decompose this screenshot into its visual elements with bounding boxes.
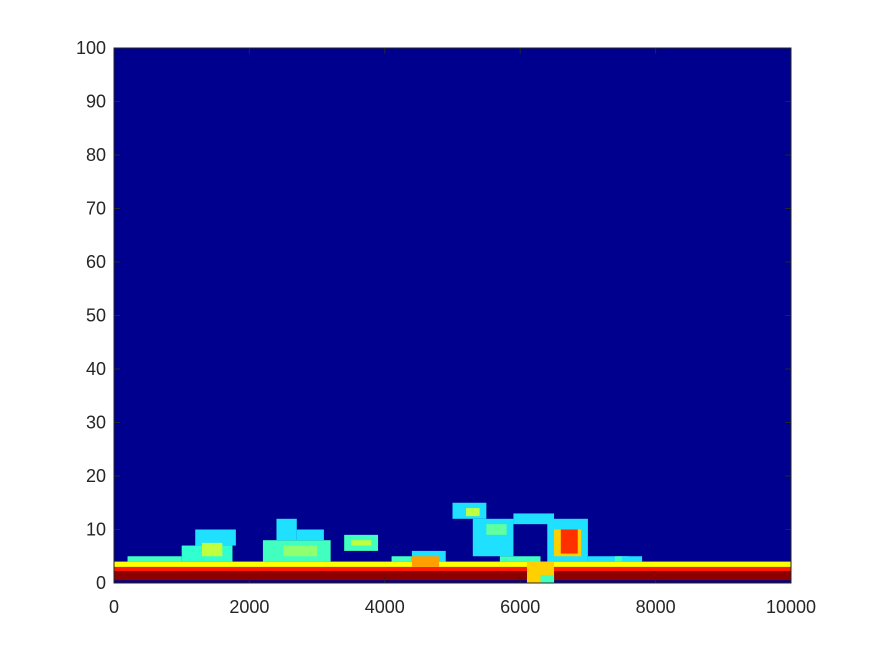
- y-tick-label: 90: [86, 92, 106, 112]
- y-axis: 0 10 20 30 40 50 60 70 80 90 100: [76, 38, 791, 593]
- heatmap-region: [411, 556, 439, 567]
- heatmap-region: [296, 529, 324, 541]
- heatmap-region: [202, 542, 223, 557]
- heatmap-region: [127, 556, 182, 562]
- y-tick-label: 10: [86, 520, 106, 540]
- x-tick-label: 4000: [365, 597, 405, 617]
- heatmap-region: [466, 508, 480, 517]
- heatmap-region: [587, 556, 622, 562]
- x-tick-label: 0: [109, 597, 119, 617]
- y-tick-label: 20: [86, 466, 106, 486]
- heatmap-region: [195, 529, 236, 546]
- x-tick-label: 10000: [766, 597, 816, 617]
- heatmap-region: [114, 580, 791, 583]
- y-tick-label: 100: [76, 38, 106, 58]
- y-tick-label: 80: [86, 145, 106, 165]
- heatmap-region: [350, 540, 372, 546]
- heatmap-region: [486, 524, 507, 535]
- y-tick-label: 40: [86, 359, 106, 379]
- x-axis: 0 2000 4000 6000 8000 10000: [109, 48, 816, 617]
- heatmap-region: [114, 566, 791, 572]
- x-tick-label: 2000: [229, 597, 269, 617]
- y-tick-label: 30: [86, 413, 106, 433]
- heatmap-region: [114, 571, 791, 581]
- heatmap-region: [621, 556, 643, 562]
- heatmap-region: [540, 574, 555, 583]
- heatmap-region: [499, 556, 541, 562]
- heatmap-cells: [114, 502, 791, 583]
- heatmap-region: [283, 545, 318, 557]
- plot-area: [114, 48, 791, 583]
- heatmap-region: [513, 513, 555, 525]
- heatmap-region: [114, 561, 791, 567]
- y-tick-label: 50: [86, 306, 106, 326]
- heatmap-region: [391, 556, 412, 562]
- heatmap-region: [276, 518, 297, 541]
- x-tick-label: 6000: [500, 597, 540, 617]
- y-tick-label: 60: [86, 252, 106, 272]
- heatmap-region: [560, 529, 578, 554]
- x-tick-label: 8000: [636, 597, 676, 617]
- y-tick-label: 70: [86, 199, 106, 219]
- y-tick-label: 0: [96, 573, 106, 593]
